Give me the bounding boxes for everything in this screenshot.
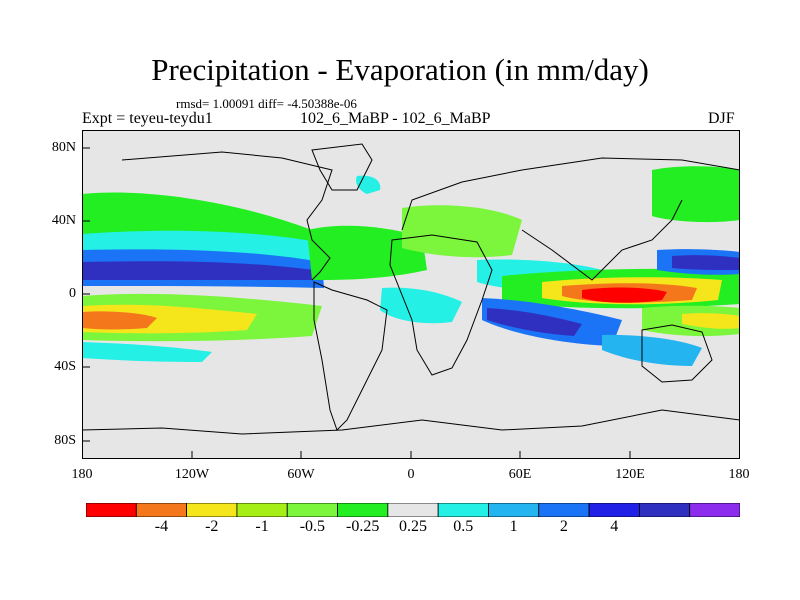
coast-south-america xyxy=(313,281,388,431)
colorbar-label-7: 1 xyxy=(509,518,518,535)
lon-label-0: 0 xyxy=(407,467,415,482)
map-title: Precipitation - Evaporation (in mm/day) xyxy=(151,52,649,87)
experiment-label: Expt = teyeu-teydu1 xyxy=(82,110,213,127)
lat-label-40n: 40N xyxy=(51,213,76,228)
colorbar xyxy=(86,503,740,517)
colorbar-swatch-1 xyxy=(135,503,188,517)
coastlines xyxy=(82,143,740,435)
colorbar-swatch-0 xyxy=(86,503,137,517)
coast-antarctica xyxy=(82,409,740,435)
lon-label-60e: 60E xyxy=(508,467,532,482)
lon-label-180e: 180 xyxy=(728,467,750,482)
colorbar-label-1: -2 xyxy=(205,518,219,535)
coast-eurasia xyxy=(401,157,740,281)
stats-line: rmsd= 1.00091 diff= -4.50388e-06 xyxy=(176,96,357,111)
field-green-northwest-pacific xyxy=(652,166,740,223)
field-purple-indian-south xyxy=(487,308,582,336)
field-cyan-south-pacific xyxy=(82,342,212,362)
case-id-label: 102_6_MaBP - 102_6_MaBP xyxy=(300,110,491,127)
colorbar-swatch-5 xyxy=(337,503,389,517)
lat-label-80s: 80S xyxy=(54,433,76,448)
field-cyan-africa xyxy=(380,287,462,324)
map-plot xyxy=(82,130,740,459)
colorbar-label-9: 4 xyxy=(610,518,619,535)
coast-africa xyxy=(389,234,493,376)
lon-label-120e: 120E xyxy=(615,467,645,482)
colorbar-swatch-8 xyxy=(488,503,540,517)
map-ticks xyxy=(82,147,631,459)
colorbar-swatch-7 xyxy=(437,503,489,517)
colorbar-label-0: -4 xyxy=(154,518,169,535)
colorbar-label-5: 0.25 xyxy=(399,518,427,535)
colorbar-label-6: 0.5 xyxy=(453,518,474,535)
field-yellow-southwest-pacific xyxy=(682,313,740,329)
colorbar-label-8: 2 xyxy=(559,518,568,535)
field-purple-pacific-itcz xyxy=(82,261,314,280)
colorbar-swatch-9 xyxy=(538,503,590,517)
field-green-europe xyxy=(402,205,522,258)
coast-australia xyxy=(641,324,713,383)
season-label: DJF xyxy=(708,110,735,127)
field-orange-south-pacific xyxy=(82,311,157,330)
lon-label-180w: 180 xyxy=(71,467,93,482)
coast-north-america xyxy=(121,151,333,281)
colorbar-swatch-4 xyxy=(286,503,338,517)
field-red-maritime xyxy=(582,287,667,303)
colorbar-label-3: -0.5 xyxy=(299,518,326,535)
lat-label-80n: 80N xyxy=(51,140,76,155)
coast-greenland xyxy=(311,143,373,191)
colorbar-swatch-10 xyxy=(588,503,640,517)
lat-label-0: 0 xyxy=(69,286,76,301)
field-blue-south-pacific xyxy=(602,334,702,366)
colorbar-swatch-12 xyxy=(689,503,740,517)
colorbar-label-4: -0.25 xyxy=(346,518,380,535)
colorbar-swatch-3 xyxy=(236,503,288,517)
lon-label-60w: 60W xyxy=(287,467,315,482)
colorbar-swatch-2 xyxy=(186,503,238,517)
colorbar-swatch-6 xyxy=(387,503,439,517)
field-purple-west-pacific xyxy=(672,255,740,270)
colorbar-label-2: -1 xyxy=(255,518,269,535)
lat-label-40s: 40S xyxy=(54,359,76,374)
lon-label-120w: 120W xyxy=(174,467,210,482)
colorbar-swatch-11 xyxy=(638,503,691,517)
